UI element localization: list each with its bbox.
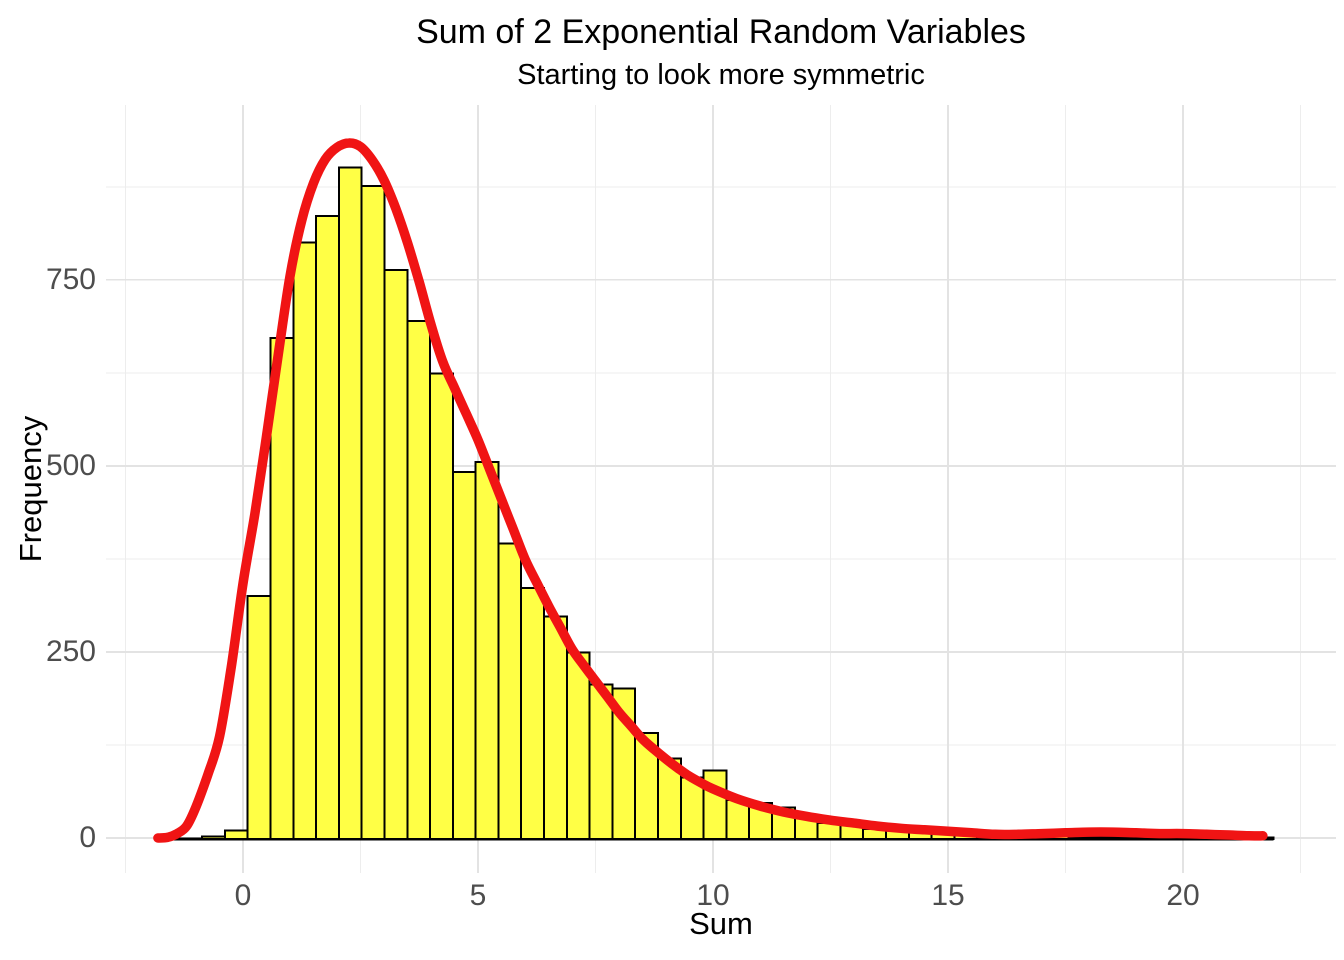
x-tick-label: 5 bbox=[469, 879, 487, 912]
histogram-bar bbox=[315, 214, 340, 841]
histogram-bar bbox=[223, 829, 249, 841]
histogram-bar bbox=[1067, 836, 1093, 841]
histogram-bar bbox=[451, 470, 477, 841]
histogram-bar bbox=[406, 319, 432, 841]
x-tick-label: 20 bbox=[1166, 879, 1200, 912]
y-tick-label: 750 bbox=[45, 262, 96, 296]
histogram-bar bbox=[497, 542, 523, 841]
histogram-bar bbox=[1112, 836, 1138, 841]
histogram-bar bbox=[1090, 836, 1115, 841]
y-tick-label: 0 bbox=[79, 821, 96, 855]
histogram-bar bbox=[474, 461, 500, 841]
y-tick-label: 250 bbox=[45, 634, 96, 668]
y-tick-label: 500 bbox=[45, 448, 96, 482]
chart-subtitle: Starting to look more symmetric bbox=[517, 59, 925, 91]
x-tick-label: 15 bbox=[931, 879, 965, 912]
histogram-bar bbox=[292, 241, 318, 841]
x-axis-title: Sum bbox=[689, 906, 753, 941]
histogram-bar bbox=[429, 372, 454, 841]
histogram-bar bbox=[543, 615, 568, 841]
density-curve bbox=[153, 138, 1268, 843]
histogram-bar bbox=[337, 166, 363, 841]
histogram-bar bbox=[520, 586, 546, 841]
histogram-bar bbox=[702, 769, 728, 841]
histogram-bar bbox=[565, 651, 591, 841]
y-axis-title-text: Frequency bbox=[13, 415, 48, 563]
histogram-bar bbox=[246, 595, 272, 841]
histogram-bar bbox=[383, 269, 409, 841]
histogram-bar bbox=[201, 835, 226, 841]
x-tick-label: 0 bbox=[234, 879, 252, 912]
histogram-bar bbox=[360, 185, 386, 841]
x-tick-label: 10 bbox=[696, 879, 730, 912]
chart-title: Sum of 2 Exponential Random Variables bbox=[416, 13, 1026, 51]
histogram-bar bbox=[588, 683, 614, 841]
